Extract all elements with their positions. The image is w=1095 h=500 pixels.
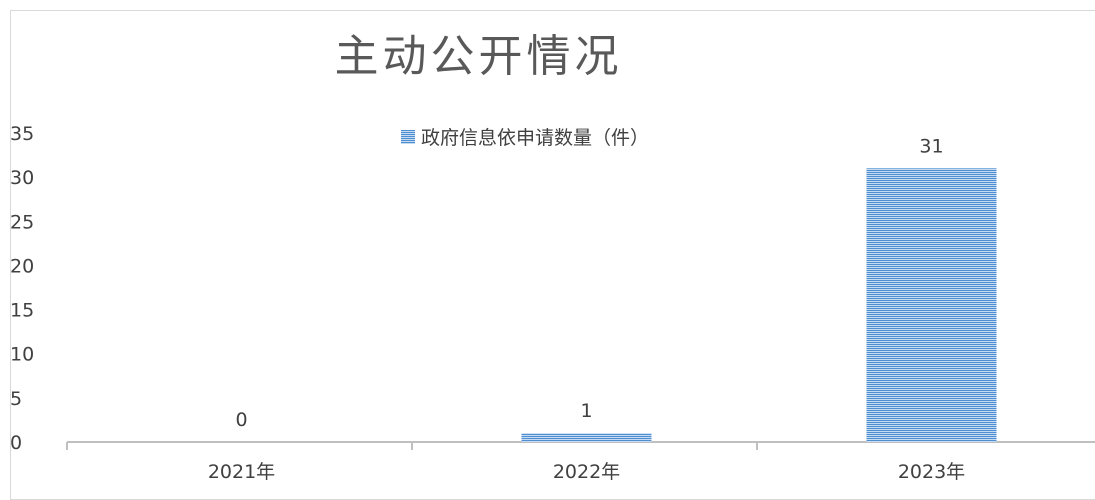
y-tick-label: 5 [10, 388, 22, 410]
y-tick-label: 20 [10, 255, 34, 277]
x-category-label: 2021年 [208, 461, 275, 483]
data-label: 31 [919, 135, 943, 157]
y-tick-label: 35 [10, 123, 34, 145]
y-tick-label: 15 [10, 300, 34, 322]
y-tick-label: 30 [10, 167, 34, 189]
bar [521, 433, 652, 442]
y-tick-label: 0 [10, 432, 22, 454]
chart-title: 主动公开情况 [334, 31, 623, 82]
data-label: 0 [235, 409, 247, 431]
legend-label: 政府信息依申请数量（件） [421, 127, 650, 149]
chart-plot: 0 5 10 15 20 25 30 35 0 1 31 2021年 2022年 2023年 [10, 123, 1095, 483]
y-tick-label: 10 [10, 344, 34, 366]
x-category-label: 2022年 [553, 461, 620, 483]
data-label: 1 [580, 400, 592, 422]
bar [866, 168, 997, 443]
x-category-label: 2023年 [898, 461, 965, 483]
y-tick-label: 25 [10, 211, 34, 233]
legend: 政府信息依申请数量（件） [401, 123, 649, 150]
legend-swatch [401, 129, 415, 144]
